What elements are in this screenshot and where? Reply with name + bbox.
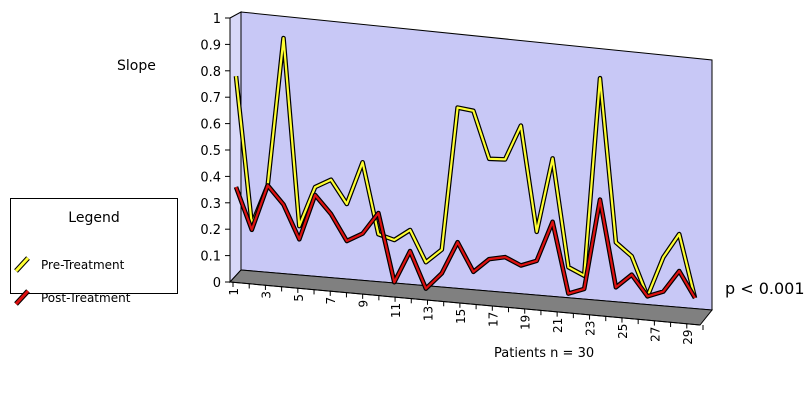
y-axis-title: Slope	[117, 58, 156, 74]
y-tick-label: 0.2	[200, 223, 221, 238]
x-tick-label: 3	[259, 291, 273, 299]
legend-title: Legend	[68, 210, 120, 226]
legend-label-pre-treatment: Pre-Treatment	[41, 258, 125, 272]
y-tick-label: 0.8	[200, 65, 221, 80]
legend-label-post-treatment: Post-Treatment	[41, 291, 131, 305]
x-tick-label: 23	[584, 321, 598, 336]
p-value-annotation: p < 0.001	[725, 279, 805, 298]
legend-swatch-post-treatment	[14, 289, 30, 306]
legend-swatch-pre-treatment	[14, 256, 30, 273]
series-line-pre-treatment	[234, 36, 697, 299]
x-tick-label: 11	[389, 303, 403, 318]
y-tick-label: 0.1	[200, 250, 221, 265]
back-wall	[240, 11, 713, 311]
x-tick-label: 29	[681, 330, 695, 345]
y-tick-label: 0.3	[200, 197, 221, 212]
y-tick-label: 0.5	[200, 144, 221, 159]
x-tick-label: 21	[551, 318, 565, 333]
y-tick-label: 1	[213, 12, 221, 27]
x-tick-label: 7	[324, 297, 338, 305]
x-tick-label: 17	[486, 312, 500, 327]
x-tick-label: 13	[421, 306, 435, 321]
y-tick-label: 0.6	[200, 118, 221, 133]
x-tick-label: 9	[357, 300, 371, 308]
x-tick-label: 1	[227, 288, 241, 296]
side-wall	[229, 11, 242, 284]
x-axis-title: Patients n = 30	[494, 346, 595, 361]
y-tick-label: 0.7	[200, 91, 221, 106]
x-tick-label: 5	[292, 294, 306, 302]
legend: Legend Pre-Treatment Post-Treatment	[10, 198, 178, 306]
y-tick-label: 0	[213, 276, 221, 291]
legend-entry-post-treatment: Post-Treatment	[14, 289, 131, 306]
x-tick-label: 27	[648, 327, 662, 342]
x-tick-label: 25	[616, 324, 630, 339]
series-line-post-treatment	[234, 184, 696, 299]
legend-entry-pre-treatment: Pre-Treatment	[14, 256, 125, 273]
x-tick-label: 15	[454, 309, 468, 324]
y-tick-label: 0.4	[200, 170, 221, 185]
x-tick-label: 19	[519, 315, 533, 330]
y-tick-label: 0.9	[200, 38, 221, 53]
